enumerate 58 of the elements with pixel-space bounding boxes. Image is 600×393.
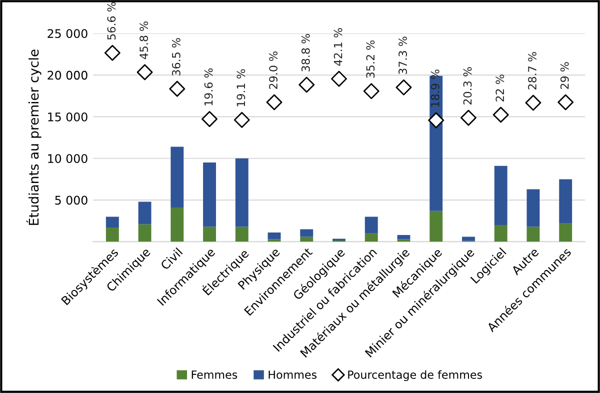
bar bbox=[106, 228, 119, 242]
data-label: 20.3 % bbox=[463, 67, 472, 104]
bar bbox=[203, 162, 216, 227]
data-label: 19.1 % bbox=[236, 69, 246, 106]
bar bbox=[559, 179, 572, 224]
y-tick-label: 10 000 bbox=[48, 154, 88, 164]
point bbox=[136, 64, 153, 80]
data-label: 42.1 % bbox=[334, 28, 342, 66]
data-label: 45.8 % bbox=[140, 21, 148, 60]
bar bbox=[138, 224, 152, 242]
bar bbox=[559, 223, 572, 242]
data-label: 18.9 % bbox=[430, 70, 440, 107]
bar bbox=[203, 226, 216, 242]
point bbox=[492, 106, 509, 123]
legend-label: Hommes bbox=[268, 370, 317, 379]
bar bbox=[397, 239, 410, 242]
point bbox=[202, 111, 218, 128]
y-axis-title: Étudiants au premier cycle bbox=[26, 50, 42, 225]
point bbox=[428, 112, 444, 128]
bar bbox=[106, 216, 119, 228]
point bbox=[525, 94, 542, 111]
bar bbox=[235, 158, 248, 227]
bar bbox=[494, 166, 508, 226]
bar bbox=[300, 229, 314, 237]
bar bbox=[268, 239, 281, 242]
bar bbox=[494, 225, 508, 242]
point bbox=[234, 112, 250, 128]
bar bbox=[397, 235, 410, 240]
data-label: 38.8 % bbox=[301, 34, 310, 72]
bar bbox=[170, 208, 184, 242]
point bbox=[266, 94, 282, 110]
data-label: 37.3 % bbox=[398, 36, 407, 74]
y-tick-label: 5 000 bbox=[55, 196, 88, 205]
y-tick-label: 25 000 bbox=[48, 29, 88, 38]
bar bbox=[235, 226, 248, 242]
data-label: 19.6 % bbox=[204, 68, 213, 106]
bar bbox=[364, 216, 378, 234]
data-label: 29 % bbox=[560, 62, 569, 89]
bar bbox=[268, 232, 281, 240]
bar bbox=[300, 236, 314, 242]
data-label: 56.6 % bbox=[107, 2, 116, 40]
y-tick-label: 20 000 bbox=[48, 70, 88, 80]
bar bbox=[462, 236, 475, 241]
bar bbox=[526, 226, 540, 242]
data-label: 35.2 % bbox=[366, 40, 375, 78]
bar bbox=[364, 233, 378, 242]
data-label: 29.0 % bbox=[269, 52, 278, 89]
bar bbox=[138, 202, 152, 224]
bar bbox=[170, 146, 184, 208]
legend-label: Pourcentage de femmes bbox=[348, 370, 482, 382]
legend-label: Femmes bbox=[192, 370, 238, 379]
data-label: 28.7 % bbox=[528, 52, 536, 90]
y-tick-label: 15 000 bbox=[48, 112, 88, 122]
data-label: 36.5 % bbox=[172, 38, 180, 76]
data-label: 22 % bbox=[496, 74, 504, 102]
bar bbox=[430, 210, 443, 242]
point bbox=[460, 110, 476, 126]
bar bbox=[526, 189, 540, 227]
